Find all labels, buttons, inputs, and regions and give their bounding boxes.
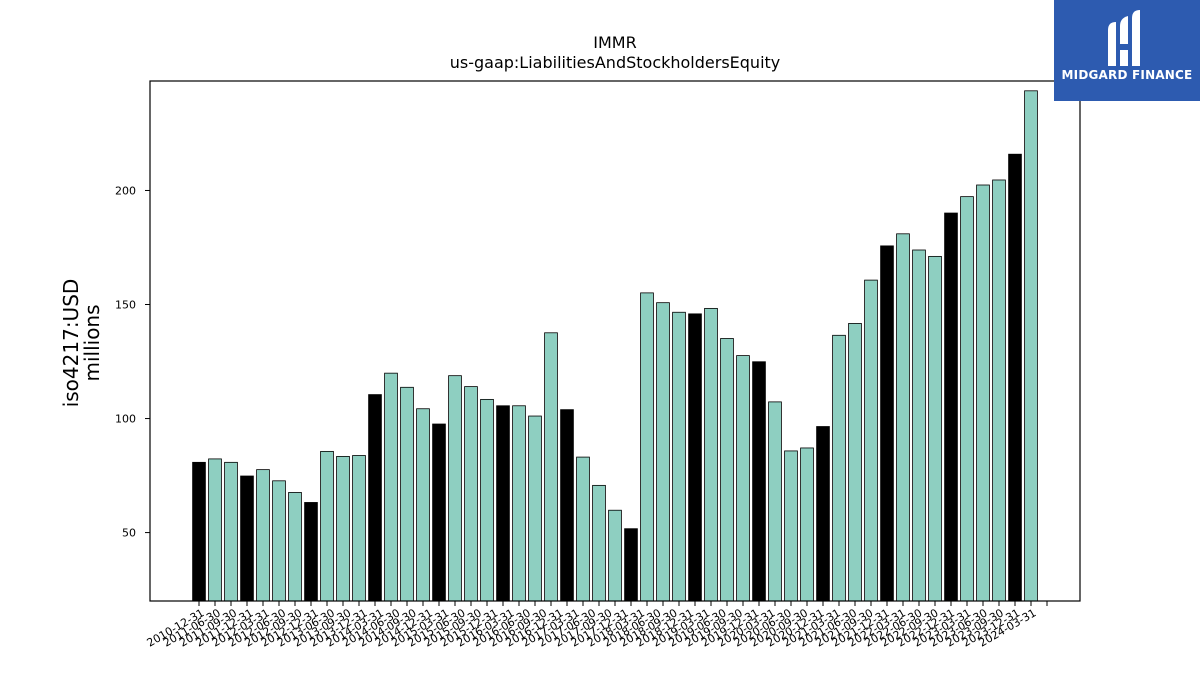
bar-2023-03-31: [976, 184, 990, 602]
bar-2020-06-30: [800, 447, 814, 602]
y-tick-label: 100: [115, 413, 136, 426]
chart-title: IMMR: [593, 33, 636, 52]
bar-2019-03-31: [720, 338, 734, 602]
bar-2013-06-30: [352, 455, 366, 602]
bar-2016-12-31: [576, 456, 590, 602]
bar-2010-12-31: [192, 461, 206, 602]
bar-2014-09-30: [432, 423, 446, 602]
bar-2018-03-31: [656, 302, 670, 602]
y-axis-label-line2: millions: [80, 304, 104, 381]
bar-2012-09-30: [304, 502, 318, 602]
bar-2018-12-31: [704, 307, 718, 602]
bar-2012-06-30: [288, 492, 302, 602]
plot-frame: [149, 80, 1081, 602]
bar-2023-06-30: [992, 179, 1006, 602]
bar-2015-12-31: [512, 405, 526, 602]
bar-2019-06-30: [736, 355, 750, 602]
logo-text: MIDGARD FINANCE: [1061, 68, 1193, 82]
bar-2016-06-30: [544, 332, 558, 602]
midgard-logo-icon: [1108, 10, 1140, 66]
bar-2015-03-31: [464, 386, 478, 602]
x-ticks-group: 2010-12-312011-06-302011-09-302011-12-31…: [145, 601, 1048, 650]
bar-2015-06-30: [480, 398, 494, 602]
bars-group: [192, 90, 1038, 602]
bar-2015-09-30: [496, 405, 510, 602]
bar-2018-09-30: [688, 313, 702, 602]
bar-2021-03-31: [848, 323, 862, 602]
bar-2011-06-30: [224, 461, 238, 602]
bar-2011-12-31: [256, 469, 270, 602]
bar-2017-06-30: [608, 509, 622, 602]
y-tick-label: 50: [122, 527, 136, 540]
bar-2021-09-30: [880, 245, 894, 602]
bar-2018-06-30: [672, 311, 686, 602]
bar-2017-12-31: [640, 292, 654, 602]
y-axis-label-line1: iso4217:USD: [59, 279, 83, 408]
bar-2021-12-31: [896, 233, 910, 602]
bar-2022-06-30: [928, 255, 942, 602]
bar-2016-09-30: [560, 409, 574, 602]
bar-2014-06-30: [416, 408, 430, 602]
bar-2020-09-30: [816, 426, 830, 602]
bar-2022-03-31: [912, 249, 926, 602]
bar-2012-03-31: [272, 480, 286, 602]
bar-2023-12-31: [1024, 90, 1038, 602]
bar-2017-09-30: [624, 528, 638, 602]
y-tick-label: 200: [115, 184, 136, 197]
bar-2022-09-30: [944, 212, 958, 602]
bar-2022-12-31: [960, 196, 974, 602]
bar-2020-03-31: [784, 450, 798, 602]
bar-2013-09-30: [368, 394, 382, 602]
bar-2014-03-31: [400, 386, 414, 602]
chart-subtitle: us-gaap:LiabilitiesAndStockholdersEquity: [450, 53, 781, 72]
y-tick-label: 150: [115, 299, 136, 312]
bar-2023-09-30: [1008, 153, 1022, 602]
bar-2020-12-31: [832, 334, 846, 602]
bar-2016-03-31: [528, 415, 542, 602]
y-ticks-group: 50 100 150 200: [115, 184, 150, 540]
bar-2013-12-31: [384, 372, 398, 602]
bar-2019-12-31: [768, 401, 782, 602]
bar-2011-03-31: [208, 458, 222, 602]
bar-2014-12-31: [448, 375, 462, 602]
bar-2011-09-30: [240, 475, 254, 602]
bar-2019-09-30: [752, 361, 766, 602]
bar-2017-03-31: [592, 484, 606, 602]
bar-2013-03-31: [336, 455, 350, 602]
midgard-finance-logo: MIDGARD FINANCE: [1054, 0, 1200, 101]
bar-2012-12-31: [320, 450, 334, 602]
bar-2021-06-30: [864, 279, 878, 602]
